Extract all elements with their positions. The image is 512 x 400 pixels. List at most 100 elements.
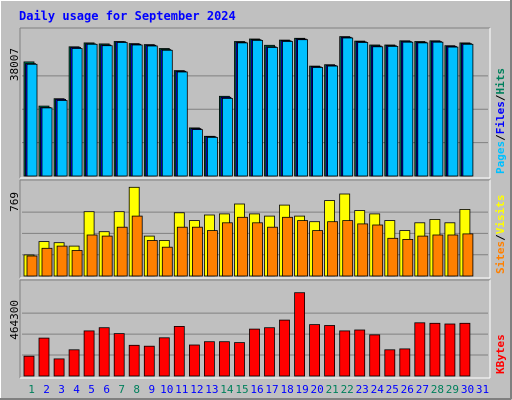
x-tick-label-day-13: 13 bbox=[205, 383, 218, 396]
bar-kbytes-day-22 bbox=[339, 330, 351, 377]
bar-sites-day-22 bbox=[342, 220, 354, 277]
x-tick-label-day-26: 26 bbox=[401, 383, 414, 396]
bar-pages-day-10 bbox=[161, 49, 173, 177]
legend-label: / bbox=[494, 94, 507, 101]
bar-pages-day-23 bbox=[357, 42, 369, 177]
bar-sites-day-27 bbox=[417, 235, 429, 277]
bar-pages-day-22 bbox=[342, 37, 354, 177]
x-tick-label-day-30: 30 bbox=[461, 383, 474, 396]
bar-pages-day-20 bbox=[312, 67, 324, 177]
bar-sites-day-25 bbox=[387, 237, 399, 277]
bar-sites-day-14 bbox=[221, 222, 233, 277]
bar-sites-day-3 bbox=[56, 245, 68, 277]
bar-sites-day-20 bbox=[312, 230, 324, 277]
x-tick-label-day-21: 21 bbox=[326, 383, 339, 396]
bar-pages-day-17 bbox=[267, 47, 278, 177]
bar-kbytes-day-13 bbox=[203, 341, 215, 377]
bar-pages-day-12 bbox=[191, 129, 203, 177]
bar-kbytes-day-17 bbox=[264, 327, 275, 377]
bar-kbytes-day-8 bbox=[128, 344, 140, 377]
x-tick-label-day-24: 24 bbox=[371, 383, 385, 396]
bar-kbytes-day-14 bbox=[218, 341, 230, 377]
bar-kbytes-day-26 bbox=[399, 348, 411, 377]
bar-pages-day-18 bbox=[282, 41, 293, 177]
x-tick-label-day-29: 29 bbox=[446, 383, 459, 396]
panel-visits-sites: 769 Sites/Visits bbox=[8, 179, 507, 279]
bar-pages-day-16 bbox=[252, 40, 263, 177]
x-tick-label-day-14: 14 bbox=[220, 383, 234, 396]
bar-kbytes-day-19 bbox=[294, 292, 306, 377]
bar-sites-day-5 bbox=[86, 234, 98, 277]
bar-pages-day-15 bbox=[237, 42, 248, 177]
bar-sites-day-11 bbox=[176, 226, 188, 277]
bar-sites-day-9 bbox=[146, 240, 158, 277]
bar-sites-day-24 bbox=[372, 224, 384, 277]
bar-pages-day-2 bbox=[41, 107, 53, 177]
y-axis-max-label: 464300 bbox=[8, 300, 21, 340]
bar-sites-day-8 bbox=[131, 215, 143, 277]
bar-kbytes-day-25 bbox=[384, 349, 396, 377]
bar-pages-day-8 bbox=[131, 44, 143, 177]
bar-kbytes-day-30 bbox=[459, 322, 471, 377]
bar-kbytes-day-3 bbox=[53, 358, 65, 377]
bar-pages-day-11 bbox=[176, 71, 188, 177]
x-axis-labels: 1 2 3 4 5 6 7 8 9 10 11 12 13 14 15 16 17 18 19 20 21 22 23 24 2… bbox=[28, 383, 489, 396]
bar-sites-day-12 bbox=[191, 226, 203, 277]
x-tick-label-day-31: 31 bbox=[476, 383, 489, 396]
x-tick-label-day-6: 6 bbox=[103, 383, 110, 396]
bar-pages-day-13 bbox=[206, 136, 218, 177]
bar-pages-day-1 bbox=[26, 63, 38, 177]
x-tick-label-day-18: 18 bbox=[280, 383, 293, 396]
bar-pages-day-19 bbox=[297, 39, 309, 177]
bar-sites-day-28 bbox=[432, 234, 444, 277]
bar-kbytes-day-20 bbox=[309, 324, 321, 377]
bar-sites-day-10 bbox=[161, 246, 173, 277]
y-axis-max-label: 38007 bbox=[8, 48, 21, 81]
x-tick-label-day-3: 3 bbox=[58, 383, 65, 396]
x-tick-label-day-8: 8 bbox=[133, 383, 140, 396]
chart-title: Daily usage for September 2024 bbox=[19, 9, 236, 23]
bar-pages-day-26 bbox=[402, 41, 414, 177]
bar-kbytes-day-12 bbox=[188, 344, 200, 377]
x-tick-label-day-11: 11 bbox=[175, 383, 188, 396]
bar-pages-day-3 bbox=[56, 100, 68, 177]
x-tick-label-day-17: 17 bbox=[265, 383, 278, 396]
bar-sites-day-29 bbox=[447, 234, 459, 277]
panel-kbytes: 464300 KBytes bbox=[8, 279, 507, 379]
bar-pages-day-29 bbox=[447, 46, 459, 177]
bar-sites-day-15 bbox=[237, 216, 248, 277]
bar-pages-day-6 bbox=[101, 45, 113, 177]
bar-kbytes-day-21 bbox=[324, 325, 336, 377]
bar-sites-day-6 bbox=[101, 235, 113, 277]
bar-kbytes-day-15 bbox=[234, 342, 245, 377]
x-tick-label-day-19: 19 bbox=[295, 383, 308, 396]
x-tick-label-day-27: 27 bbox=[416, 383, 429, 396]
bar-sites-day-13 bbox=[206, 230, 218, 277]
x-tick-label-day-28: 28 bbox=[431, 383, 444, 396]
bar-pages-day-25 bbox=[387, 46, 399, 177]
bar-sites-day-19 bbox=[297, 220, 309, 277]
legend-label: Hits bbox=[494, 68, 507, 95]
bar-pages-day-21 bbox=[327, 65, 339, 177]
bar-sites-day-17 bbox=[267, 226, 278, 277]
bar-kbytes-day-7 bbox=[113, 333, 125, 377]
bar-pages-day-14 bbox=[221, 98, 233, 177]
right-series-legend: KBytes bbox=[494, 334, 507, 374]
bar-kbytes-day-16 bbox=[249, 328, 260, 377]
x-tick-label-day-9: 9 bbox=[148, 383, 155, 396]
bar-sites-day-7 bbox=[116, 226, 128, 277]
chart-panels: 38007Pages/Files/Hits769Sites/Visits4643… bbox=[8, 27, 507, 379]
x-tick-label-day-16: 16 bbox=[250, 383, 263, 396]
bar-sites-day-1 bbox=[26, 255, 38, 277]
bar-kbytes-day-6 bbox=[98, 327, 110, 377]
x-tick-label-day-5: 5 bbox=[88, 383, 95, 396]
bar-sites-day-2 bbox=[41, 247, 53, 277]
x-tick-label-day-1: 1 bbox=[28, 383, 35, 396]
bar-pages-day-5 bbox=[86, 43, 98, 177]
bar-sites-day-18 bbox=[282, 216, 293, 277]
bar-kbytes-day-27 bbox=[414, 322, 426, 377]
bar-kbytes-day-9 bbox=[143, 345, 155, 377]
